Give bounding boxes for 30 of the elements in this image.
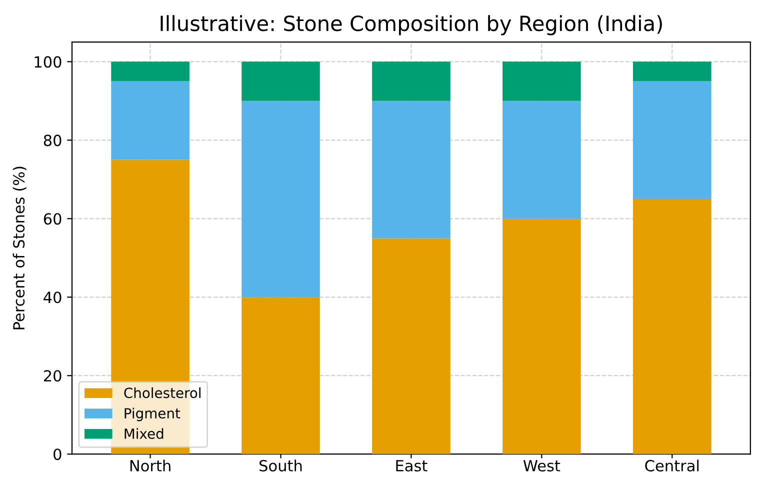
bar	[242, 62, 320, 101]
legend-label: Pigment	[124, 408, 180, 422]
bar	[502, 218, 581, 454]
bar	[242, 297, 320, 454]
x-tick-label: West	[523, 460, 560, 472]
bar	[111, 62, 190, 82]
x-tick-label: South	[260, 460, 302, 472]
bar	[502, 62, 581, 101]
bar	[372, 62, 450, 101]
bar	[372, 238, 450, 454]
bar	[502, 100, 581, 219]
bar	[242, 100, 320, 298]
x-tick-label: North	[130, 460, 170, 472]
chart-title: Illustrative: Stone Composition by Region (India)	[160, 15, 662, 36]
y-tick-label: 60	[44, 213, 62, 225]
y-axis-title: Percent of Stones (%)	[12, 166, 26, 330]
y-tick-label: 80	[44, 134, 62, 146]
bar	[633, 199, 712, 454]
y-tick-label: 0	[54, 448, 62, 460]
bar	[372, 100, 450, 238]
legend-label: Cholesterol	[124, 387, 200, 398]
bar	[111, 81, 190, 160]
x-tick-label: Central	[645, 460, 699, 472]
y-tick-label: 100	[34, 56, 62, 68]
y-tick-label: 40	[44, 292, 62, 304]
legend-label: Mixed	[124, 428, 164, 439]
bar	[633, 62, 712, 82]
bar	[633, 81, 712, 200]
y-tick-label: 20	[44, 370, 62, 382]
x-tick-label: East	[396, 460, 428, 472]
